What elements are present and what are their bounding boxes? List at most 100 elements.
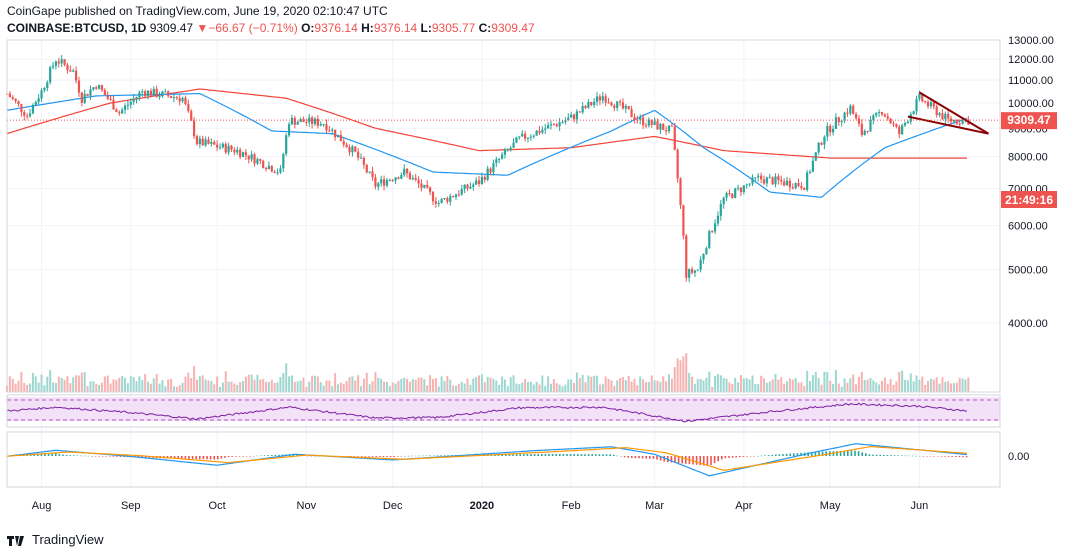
volume-bar: [325, 380, 328, 392]
volume-bar: [308, 381, 311, 392]
volume-bar: [443, 381, 446, 392]
candle-body: [161, 91, 164, 97]
candle-body: [236, 149, 239, 153]
volume-bar: [644, 382, 647, 392]
rsi-band: [7, 397, 1000, 421]
candle-body: [572, 114, 576, 120]
macd-histogram-bar: [202, 456, 205, 460]
candle-body: [247, 155, 250, 160]
triangle-line: [918, 91, 989, 135]
candle-body: [869, 119, 872, 132]
volume-bar: [472, 378, 475, 392]
volume-bar: [863, 380, 866, 392]
candle-body: [371, 171, 374, 178]
macd-histogram-bar: [764, 455, 766, 456]
candle-body: [895, 124, 898, 127]
candle-body: [121, 109, 124, 114]
candle-body: [287, 124, 291, 136]
volume-bar: [360, 386, 363, 392]
volume-bar: [218, 387, 221, 392]
volume-bar: [921, 376, 924, 392]
volume-bar: [40, 374, 43, 392]
candle-body: [167, 91, 170, 96]
macd-histogram-bar: [573, 454, 575, 456]
macd-histogram-bar: [940, 456, 943, 457]
candle-body: [739, 187, 743, 193]
macd-histogram-bar: [181, 456, 183, 459]
macd-histogram-bar: [119, 456, 122, 457]
macd-histogram-bar: [447, 455, 449, 456]
volume-bar: [561, 386, 564, 392]
candle-body: [339, 134, 342, 142]
macd-histogram-bar: [850, 450, 853, 456]
volume-bar: [408, 381, 411, 392]
volume-bar: [857, 376, 860, 392]
volume-bar: [354, 380, 357, 392]
volume-bar: [814, 372, 817, 392]
candle-body: [400, 174, 403, 179]
candle-body: [616, 101, 619, 108]
candle-body: [302, 119, 305, 123]
volume-bar: [601, 383, 604, 392]
candle-body: [912, 111, 915, 115]
macd-histogram-bar: [253, 455, 255, 457]
macd-histogram-bar: [811, 452, 813, 456]
volume-bar: [23, 383, 26, 392]
volume-bar: [276, 382, 279, 392]
volume-bar: [77, 375, 80, 392]
volume-bar: [270, 379, 273, 392]
volume-bar: [49, 370, 52, 392]
candle-body: [826, 126, 829, 137]
candle-body: [198, 138, 201, 145]
volume-bar: [869, 377, 872, 392]
volume-bar: [647, 381, 650, 392]
candle-body: [184, 97, 187, 105]
volume-bar: [691, 376, 694, 392]
volume-bar: [840, 386, 843, 392]
symbol-label[interactable]: COINBASE:BTCUSD, 1D: [7, 21, 147, 35]
volume-bar: [693, 383, 696, 392]
candle-body: [751, 177, 754, 184]
volume-bar: [506, 386, 509, 392]
candle-body: [889, 118, 892, 124]
macd-histogram-bar: [91, 455, 93, 457]
volume-bar: [147, 381, 150, 392]
volume-bar: [210, 381, 213, 392]
candle-body: [420, 183, 423, 188]
candle-body: [921, 93, 924, 102]
volume-bar: [60, 378, 63, 392]
volume-bar: [797, 382, 800, 392]
volume-bar: [103, 376, 106, 392]
volume-bar: [535, 381, 538, 392]
y-tick-label: 10000.00: [1008, 98, 1054, 110]
volume-bar: [54, 382, 57, 392]
volume-bar: [112, 379, 115, 392]
volume-bar: [489, 377, 492, 392]
macd-histogram-bar: [191, 456, 194, 459]
candle-body: [561, 122, 564, 124]
volume-bar: [149, 383, 152, 392]
macd-histogram-bar: [695, 456, 698, 465]
candle-body: [518, 136, 521, 138]
volume-bar: [806, 370, 809, 392]
macd-histogram-bar: [220, 456, 223, 459]
volume-bar: [446, 375, 449, 392]
candle-body: [414, 178, 417, 180]
volume-bar: [581, 374, 584, 392]
tradingview-logo[interactable]: TradingView: [7, 532, 104, 547]
macd-histogram-bar: [397, 456, 399, 457]
candle-body: [368, 171, 371, 173]
volume-bar: [656, 380, 659, 392]
candle-body: [267, 165, 271, 169]
candle-body: [918, 93, 921, 100]
ma-fast-path: [6, 93, 968, 198]
candle-body: [440, 198, 443, 204]
candle-body: [135, 97, 138, 99]
volume-bar: [593, 375, 596, 392]
volume-bar: [886, 383, 889, 392]
macd-histogram-bar: [724, 456, 727, 459]
candle-body: [806, 172, 809, 190]
macd-histogram-bar: [569, 454, 572, 456]
volume-bar: [250, 374, 253, 392]
